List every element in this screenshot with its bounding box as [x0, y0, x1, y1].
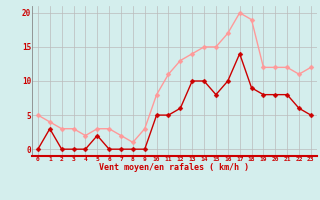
X-axis label: Vent moyen/en rafales ( km/h ): Vent moyen/en rafales ( km/h ): [100, 163, 249, 172]
